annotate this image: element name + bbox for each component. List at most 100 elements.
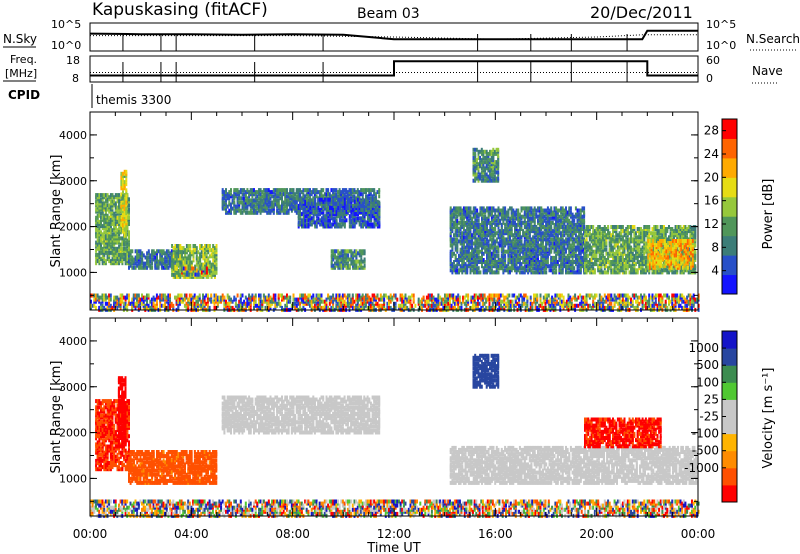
scatter-cell xyxy=(123,195,126,200)
scatter-cell xyxy=(309,206,312,210)
scatter-cell xyxy=(378,201,381,206)
scatter-cell xyxy=(579,268,582,273)
scatter-cell xyxy=(487,251,490,256)
scatter-cell xyxy=(184,268,187,273)
scatter-cell xyxy=(613,225,616,229)
scatter-cell xyxy=(543,218,546,223)
scatter-cell xyxy=(587,253,590,258)
scatter-cell xyxy=(603,255,606,260)
scatter-cell xyxy=(176,256,178,261)
scatter-cell xyxy=(481,251,483,256)
scatter-cell xyxy=(261,198,264,203)
scatter-cell xyxy=(271,190,274,195)
scatter-cell xyxy=(502,241,505,246)
scatter-cell xyxy=(286,208,288,213)
scatter-cell xyxy=(490,231,493,236)
scatter-cell xyxy=(461,225,464,229)
scatter-cell xyxy=(289,192,292,197)
scatter-cell xyxy=(123,206,126,211)
scatter-cell xyxy=(525,220,528,225)
scatter-cell xyxy=(507,245,510,250)
scatter-cell xyxy=(234,192,237,197)
freq-panel: Freq. [MHz] 18 8 60 0 Nave xyxy=(3,53,783,85)
scatter-cell xyxy=(590,251,593,256)
scatter-cell xyxy=(313,192,316,197)
scatter-cell xyxy=(345,255,348,260)
scatter-cell xyxy=(144,255,147,260)
scatter-cell xyxy=(489,268,492,273)
scatter-cell xyxy=(233,194,236,199)
scatter-cell xyxy=(118,244,121,249)
scatter-cell xyxy=(462,241,465,246)
scatter-cell xyxy=(467,218,470,223)
scatter-cell xyxy=(302,206,305,210)
scatter-cell xyxy=(375,199,378,204)
scatter-cell xyxy=(537,208,539,213)
scatter-cell xyxy=(118,226,121,231)
scatter-cell xyxy=(588,251,591,256)
scatter-cell xyxy=(598,268,601,273)
scatter-cell xyxy=(613,237,616,242)
scatter-cell xyxy=(304,222,307,227)
scatter-cell xyxy=(512,212,515,217)
scatter-cell xyxy=(95,193,98,198)
scatter-cell xyxy=(98,195,101,200)
scatter-cell xyxy=(221,192,224,197)
scatter-cell xyxy=(347,197,350,202)
scatter-cell xyxy=(467,247,470,252)
scatter-cell xyxy=(116,240,119,245)
scatter-cell xyxy=(451,222,454,227)
scatter-cell xyxy=(228,210,231,215)
scatter-cell xyxy=(368,201,371,206)
scatter-cell xyxy=(550,241,553,246)
scatter-cell xyxy=(499,262,502,267)
scatter-cell xyxy=(266,210,269,215)
scatter-cell xyxy=(358,265,361,270)
scatter-cell xyxy=(616,270,619,275)
scatter-cell xyxy=(497,218,500,223)
scatter-cell xyxy=(204,268,207,273)
scatter-cell xyxy=(350,188,353,193)
scatter-cell xyxy=(111,207,114,212)
scatter-cell xyxy=(353,253,356,258)
scatter-cell xyxy=(360,206,363,210)
scatter-cell xyxy=(126,211,129,216)
scatter-cell xyxy=(522,260,525,264)
scatter-cell xyxy=(618,235,621,240)
scatter-cell xyxy=(474,162,477,167)
scatter-cell xyxy=(147,263,150,268)
scatter-cell xyxy=(578,258,581,262)
scatter-cell xyxy=(477,168,480,173)
scatter-cell xyxy=(351,198,354,203)
scatter-cell xyxy=(504,249,507,254)
scatter-cell xyxy=(182,262,185,267)
scatter-cell xyxy=(330,210,333,215)
scatter-cell xyxy=(295,208,298,213)
scatter-cell xyxy=(615,251,618,256)
scatter-cell xyxy=(590,268,593,273)
scatter-cell xyxy=(162,249,165,254)
scatter-cell xyxy=(208,268,211,273)
scatter-cell xyxy=(540,235,543,240)
scatter-cell xyxy=(530,229,533,234)
scatter-cell xyxy=(464,208,467,213)
scatter-cell xyxy=(525,208,528,213)
scatter-cell xyxy=(338,208,341,213)
scatter-cell xyxy=(489,168,491,173)
scatter-cell xyxy=(315,220,318,225)
scatter-cell xyxy=(545,270,548,275)
scatter-cell xyxy=(476,222,479,227)
scatter-cell xyxy=(612,229,614,234)
scatter-cell xyxy=(315,214,318,219)
scatter-cell xyxy=(489,220,492,225)
scatter-cell xyxy=(174,256,177,261)
scatter-cell xyxy=(190,260,193,265)
scatter-cell xyxy=(352,210,355,215)
scatter-cell xyxy=(492,237,495,242)
scatter-cell xyxy=(541,245,544,250)
scatter-cell xyxy=(334,261,336,266)
scatter-cell xyxy=(139,259,142,264)
scatter-cell xyxy=(352,253,355,258)
scatter-cell xyxy=(579,214,582,219)
scatter-cell xyxy=(517,241,520,246)
